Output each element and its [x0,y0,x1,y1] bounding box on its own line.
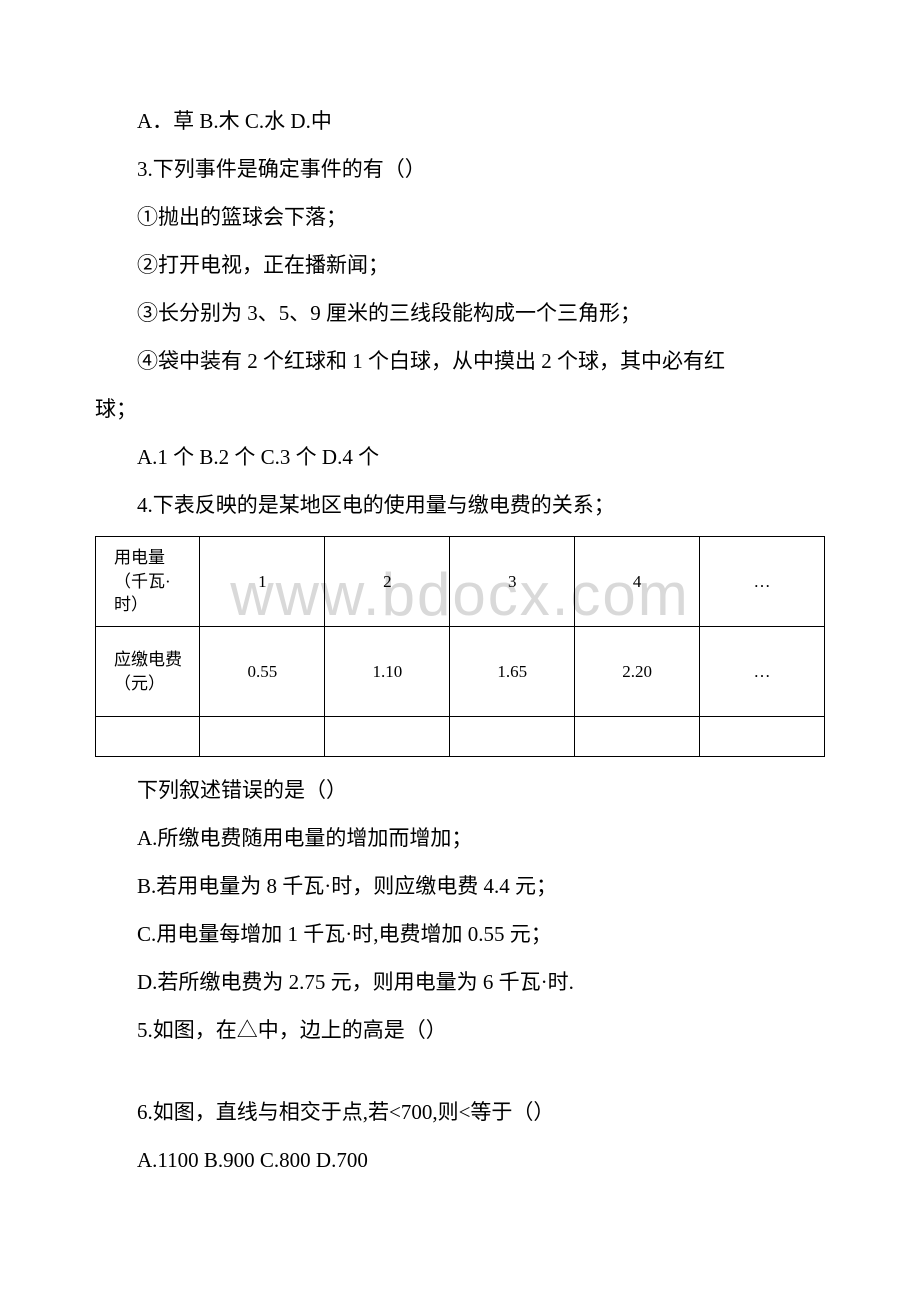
q3-item-4-line2: 球； [95,388,825,430]
table-row: 应缴电费（元） 0.55 1.10 1.65 2.20 … [96,627,825,717]
table-cell: 1.10 [325,627,450,717]
table-cell-empty [575,717,700,757]
table-cell: … [700,537,825,627]
q3-options: A.1 个 B.2 个 C.3 个 D.4 个 [95,436,825,478]
table-cell-empty [200,717,325,757]
q6-stem: 6.如图，直线与相交于点,若<700,则<等于（） [95,1091,825,1133]
table-cell-empty [325,717,450,757]
q3-item-4-line1: ④袋中装有 2 个红球和 1 个白球，从中摸出 2 个球，其中必有红 [95,340,825,382]
table-row-header: 应缴电费（元） [96,627,200,717]
table-cell: 1 [200,537,325,627]
table-cell-empty [700,717,825,757]
q2-options: A．草 B.木 C.水 D.中 [95,100,825,142]
q3-item-1: ①抛出的篮球会下落； [95,196,825,238]
table-cell: 3 [450,537,575,627]
q4-stem: 4.下表反映的是某地区电的使用量与缴电费的关系； [95,484,825,526]
q3-item-3: ③长分别为 3、5、9 厘米的三线段能构成一个三角形； [95,292,825,334]
table-cell: 1.65 [450,627,575,717]
q4-option-a: A.所缴电费随用电量的增加而增加； [95,817,825,859]
table-cell-empty [96,717,200,757]
q4-post-table: 下列叙述错误的是（） [95,769,825,811]
table-row: 用电量（千瓦·时） 1 2 3 4 … [96,537,825,627]
electricity-table: 用电量（千瓦·时） 1 2 3 4 … 应缴电费（元） 0.55 1.10 1.… [95,536,825,757]
q3-item-2: ②打开电视，正在播新闻； [95,244,825,286]
table-row-header: 用电量（千瓦·时） [96,537,200,627]
table-row [96,717,825,757]
table-cell: 0.55 [200,627,325,717]
q3-stem: 3.下列事件是确定事件的有（） [95,148,825,190]
table-cell: … [700,627,825,717]
table-cell: 4 [575,537,700,627]
table-cell: 2.20 [575,627,700,717]
q6-options: A.1100 B.900 C.800 D.700 [95,1139,825,1181]
q4-option-b: B.若用电量为 8 千瓦·时，则应缴电费 4.4 元； [95,865,825,907]
q5-stem: 5.如图，在△中，边上的高是（） [95,1009,825,1051]
q4-option-c: C.用电量每增加 1 千瓦·时,电费增加 0.55 元； [95,913,825,955]
document-body: A．草 B.木 C.水 D.中 3.下列事件是确定事件的有（） ①抛出的篮球会下… [95,100,825,1181]
q4-option-d: D.若所缴电费为 2.75 元，则用电量为 6 千瓦·时. [95,961,825,1003]
table-cell-empty [450,717,575,757]
table-cell: 2 [325,537,450,627]
